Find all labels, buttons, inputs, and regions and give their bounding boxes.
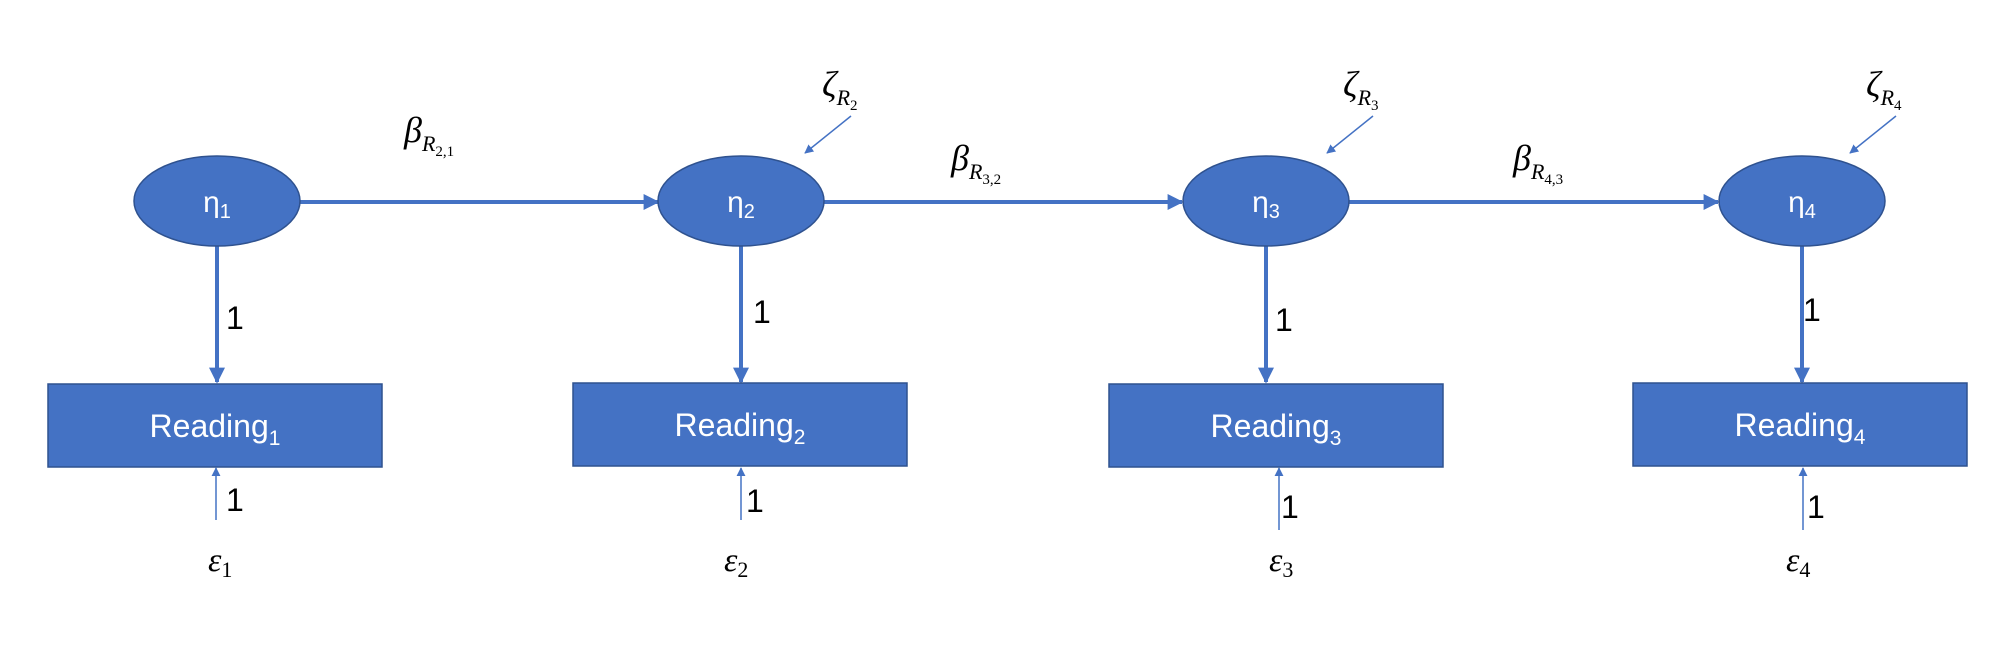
loading-weight-3: 1 — [1275, 302, 1293, 338]
error-symbol: ε — [1786, 542, 1800, 579]
error-weights: 1 1 1 1 — [226, 482, 1825, 525]
latent-symbol: η — [1788, 186, 1805, 219]
indicator-label: Reading — [1735, 407, 1854, 443]
path-coefficient-4-3: βR4,3 — [1512, 138, 1563, 188]
loading-weight-1: 1 — [226, 300, 244, 336]
indicator-label: Reading — [675, 407, 794, 443]
path-subsubscript: 3,2 — [982, 172, 1001, 188]
svg-text:Reading1: Reading1 — [150, 408, 281, 450]
latent-symbol: η — [1252, 186, 1269, 219]
disturbance-term-4: ζR4 — [1866, 64, 1902, 114]
error-weight-2: 1 — [746, 483, 764, 519]
svg-text:Reading4: Reading4 — [1735, 407, 1866, 449]
error-weight-4: 1 — [1807, 489, 1825, 525]
error-term-2: ε2 — [724, 542, 748, 582]
loading-weight-2: 1 — [753, 294, 771, 330]
latent-factors: η1 η2 η3 η4 — [133, 155, 1886, 247]
latent-subscript: 3 — [1269, 201, 1280, 223]
indicator-reading-1: Reading1 — [47, 383, 383, 468]
disturbance-subsubscript: 4 — [1894, 98, 1902, 114]
disturbance-subsubscript: 2 — [850, 98, 858, 114]
disturbance-term-3: ζR3 — [1343, 64, 1379, 114]
disturbance-subscript: R — [1880, 85, 1895, 110]
latent-symbol: η — [203, 186, 220, 219]
indicator-label: Reading — [1211, 408, 1330, 444]
error-subscript: 1 — [221, 557, 232, 582]
latent-subscript: 2 — [744, 201, 755, 223]
error-subscript: 3 — [1282, 557, 1293, 582]
latent-subscript: 4 — [1805, 201, 1816, 223]
error-term-3: ε3 — [1269, 542, 1293, 582]
path-symbol: β — [1512, 138, 1531, 178]
error-term-1: ε1 — [208, 542, 232, 582]
svg-text:Reading3: Reading3 — [1211, 408, 1342, 450]
indicator-subscript: 1 — [269, 427, 281, 450]
indicator-subscript: 4 — [1854, 426, 1866, 449]
path-subsubscript: 4,3 — [1544, 172, 1563, 188]
latent-symbol: η — [727, 186, 744, 219]
path-subscript: R — [1530, 159, 1545, 184]
disturbance-subscript: R — [836, 85, 851, 110]
disturbance-subsubscript: 3 — [1371, 98, 1379, 114]
indicators: Reading1 Reading2 Reading3 Reading4 — [47, 382, 1968, 468]
error-term-4: ε4 — [1786, 542, 1810, 582]
indicator-reading-4: Reading4 — [1632, 382, 1968, 467]
indicator-reading-3: Reading3 — [1108, 383, 1444, 468]
indicator-subscript: 2 — [794, 426, 806, 449]
loading-arrows — [209, 246, 1810, 384]
svg-text:η3: η3 — [1252, 186, 1280, 223]
loading-weight-4: 1 — [1803, 292, 1821, 328]
path-symbol: β — [950, 138, 969, 178]
svg-text:η1: η1 — [203, 186, 231, 223]
latent-factor-2: η2 — [657, 155, 825, 247]
disturbance-arrows — [804, 115, 1897, 154]
error-symbol: ε — [1269, 542, 1283, 579]
path-coefficient-2-1: βR2,1 — [403, 110, 454, 160]
latent-factor-3: η3 — [1182, 155, 1350, 247]
disturbance-term-2: ζR2 — [822, 64, 858, 114]
error-weight-1: 1 — [226, 482, 244, 518]
disturbance-arrow-4 — [1849, 115, 1897, 154]
indicator-label: Reading — [150, 408, 269, 444]
path-subsubscript: 2,1 — [435, 144, 454, 160]
latent-subscript: 1 — [220, 201, 231, 223]
path-coefficients: βR2,1 βR3,2 βR4,3 — [403, 110, 1563, 188]
disturbance-symbol: ζ — [822, 64, 839, 104]
disturbance-symbol: ζ — [1343, 64, 1360, 104]
latent-factor-4: η4 — [1718, 155, 1886, 247]
error-symbol: ε — [208, 542, 222, 579]
disturbance-arrow-2 — [804, 115, 852, 154]
loading-weights: 1 1 1 1 — [226, 292, 1821, 338]
svg-text:η2: η2 — [727, 186, 755, 223]
disturbance-subscript: R — [1357, 85, 1372, 110]
error-arrows — [211, 467, 1808, 530]
error-terms: ε1 ε2 ε3 ε4 — [208, 542, 1810, 582]
svg-text:η4: η4 — [1788, 186, 1816, 223]
path-subscript: R — [968, 159, 983, 184]
disturbance-arrow-3 — [1326, 115, 1374, 154]
indicator-subscript: 3 — [1330, 427, 1342, 450]
error-subscript: 4 — [1799, 557, 1810, 582]
disturbance-symbol: ζ — [1866, 64, 1883, 104]
disturbance-terms: ζR2 ζR3 ζR4 — [822, 64, 1902, 114]
svg-text:Reading2: Reading2 — [675, 407, 806, 449]
error-weight-3: 1 — [1281, 489, 1299, 525]
error-symbol: ε — [724, 542, 738, 579]
path-symbol: β — [403, 110, 422, 150]
indicator-reading-2: Reading2 — [572, 382, 908, 467]
path-subscript: R — [421, 131, 436, 156]
path-coefficient-3-2: βR3,2 — [950, 138, 1001, 188]
error-subscript: 2 — [737, 557, 748, 582]
latent-factor-1: η1 — [133, 155, 301, 247]
